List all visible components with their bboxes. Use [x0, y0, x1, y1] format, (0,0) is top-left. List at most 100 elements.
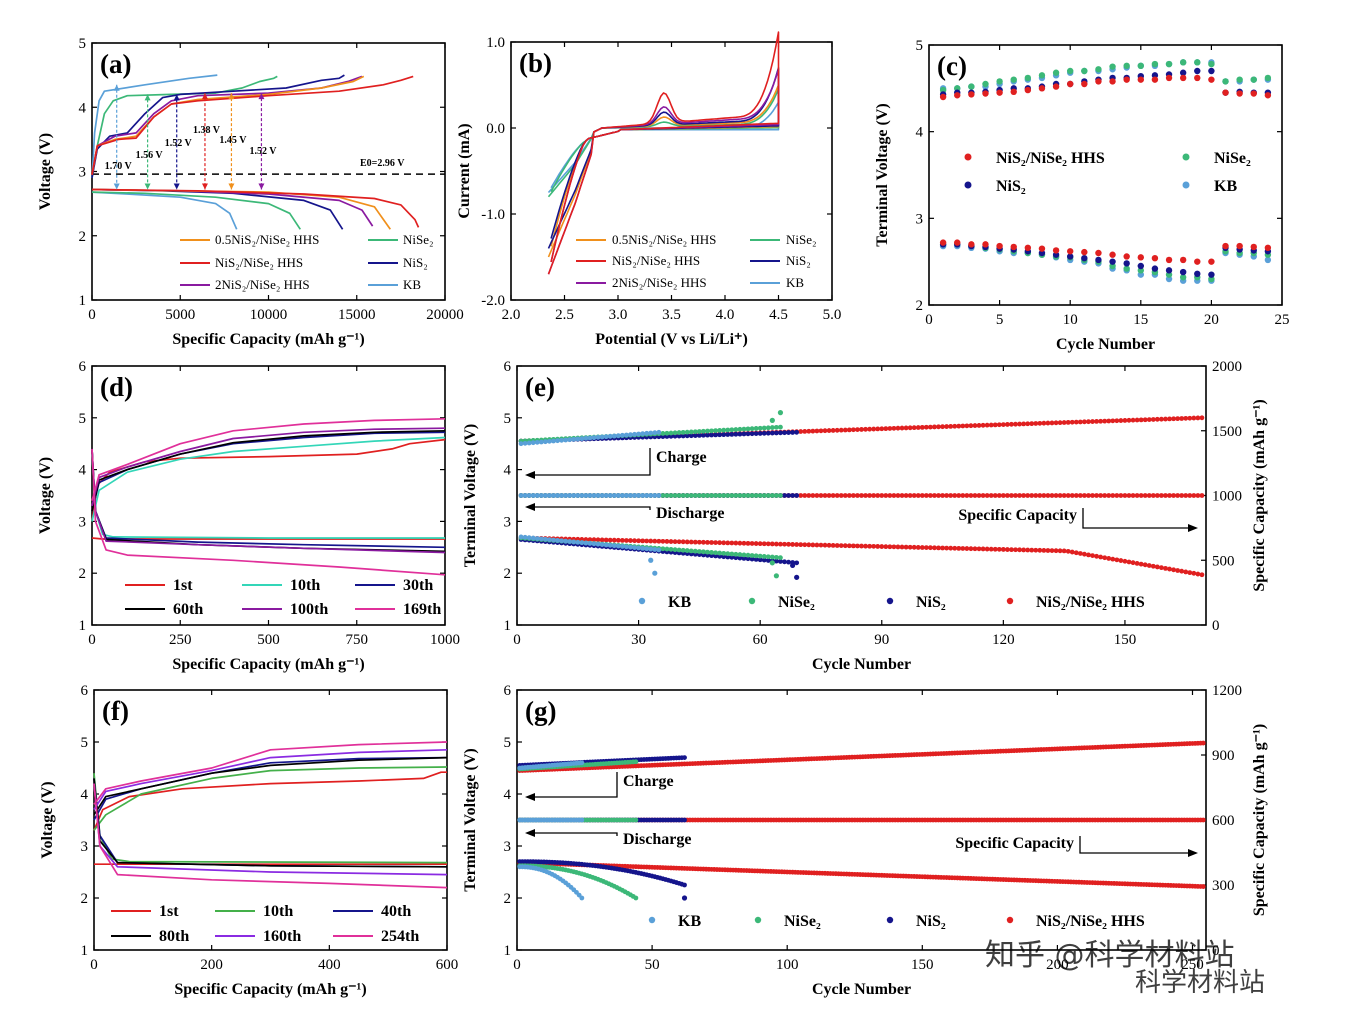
charge-point [1222, 78, 1229, 85]
x-tick-label: 5.0 [823, 307, 842, 323]
discharge-point [672, 547, 678, 553]
y-tick-label: 5 [79, 36, 87, 52]
capacity-point [810, 493, 816, 498]
discharge-point [1199, 572, 1205, 578]
discharge-point [547, 537, 552, 543]
x-axis-label: Specific Capacity (mAh g⁻¹) [172, 331, 364, 348]
discharge-point [907, 544, 913, 550]
discharge-point [1094, 553, 1099, 559]
charge-point [680, 429, 686, 435]
discharge-point [733, 555, 739, 561]
discharge-point [954, 239, 961, 246]
discharge-point [838, 543, 844, 548]
charge-point [883, 426, 889, 432]
discharge-point [1033, 547, 1039, 553]
discharge-point [701, 539, 706, 545]
charge-point [753, 426, 759, 431]
legend-marker [1182, 153, 1190, 161]
capacity-annotation: Specific Capacity [955, 835, 1074, 852]
discharge-point [1037, 547, 1043, 553]
charge-point [1000, 422, 1006, 427]
charge-point [822, 428, 828, 434]
x-tick-label: 250 [169, 632, 192, 648]
legend-marker [964, 153, 972, 161]
discharge-point [887, 544, 893, 550]
capacity-point [1049, 493, 1055, 498]
capacity-point [903, 493, 909, 498]
discharge-point [757, 541, 763, 547]
discharge-point [644, 546, 650, 552]
capacity-point [603, 493, 609, 498]
charge-point [842, 427, 848, 433]
capacity-point [619, 493, 625, 498]
discharge-point [1038, 245, 1046, 252]
x-tick-label: 3.5 [662, 307, 681, 323]
capacity-point [595, 493, 601, 498]
discharge-point [1179, 274, 1187, 281]
capacity-point [968, 493, 974, 498]
capacity-point [583, 493, 589, 498]
capacity-point [806, 493, 812, 498]
y2-tick-label: 900 [1212, 748, 1235, 764]
charge-point [806, 428, 812, 434]
charge-point [1200, 740, 1206, 746]
discharge-point [538, 536, 544, 542]
legend-label: 1st [159, 903, 179, 920]
discharge-point [628, 538, 633, 543]
capacity-point [1017, 493, 1022, 498]
discharge-point [891, 544, 897, 550]
discharge-point [773, 541, 779, 547]
discharge-point [773, 573, 779, 579]
charge-point [526, 440, 532, 446]
x-tick-label: 50 [645, 957, 660, 973]
y-tick-label: 2 [81, 891, 89, 907]
x-tick-label: 150 [911, 957, 934, 973]
discharge-annotation: Discharge [656, 505, 724, 522]
charge-point [721, 432, 727, 438]
plot-frame [91, 365, 446, 626]
series-charge-curve [91, 74, 345, 179]
capacity-point [1061, 493, 1067, 498]
charge-point [1187, 415, 1193, 421]
charge-point [591, 435, 597, 441]
y-axis-label: Terminal Voltage (V) [462, 424, 479, 567]
capacity-point [1053, 493, 1059, 498]
capacity-point [555, 493, 560, 498]
discharge-point [1086, 552, 1091, 558]
legend-label: NiSe₂ [1214, 150, 1251, 167]
charge-point [879, 426, 885, 432]
legend-label: 0.5NiS₂/NiSe₂ HHS [215, 232, 319, 247]
charge-point [915, 425, 921, 430]
capacity-point [790, 493, 795, 498]
capacity-point [1191, 493, 1197, 498]
discharge-point [640, 538, 646, 544]
discharge-point [778, 541, 783, 547]
y-tick-label: 1 [79, 293, 87, 309]
charge-point [1021, 421, 1027, 427]
charge-point [1208, 76, 1215, 83]
charge-point [688, 429, 694, 435]
charge-point [968, 91, 975, 98]
discharge-point [988, 546, 994, 552]
charge-point [1163, 416, 1168, 422]
discharge-point [729, 551, 735, 557]
overpotential-label: 1.56 V [136, 150, 164, 161]
charge-point [542, 439, 548, 445]
legend-label: 30th [403, 577, 433, 594]
discharge-point [1179, 268, 1187, 276]
discharge-point [1013, 547, 1018, 553]
capacity-point [709, 493, 714, 498]
discharge-point [1123, 260, 1130, 267]
charge-point [1264, 74, 1272, 82]
charge-point [814, 428, 820, 434]
capacity-point [1134, 493, 1140, 498]
capacity-point [972, 493, 978, 498]
series-discharge-curve [91, 191, 302, 230]
capacity-pointer [1079, 836, 1196, 854]
discharge-point [656, 538, 662, 544]
charge-point [692, 429, 698, 435]
legend-label: NiS₂ [916, 913, 946, 930]
x-tick-label: 4.0 [716, 307, 735, 323]
y-axis-label: Terminal Voltage (V) [874, 103, 891, 246]
series-discharge-curve [91, 191, 238, 230]
